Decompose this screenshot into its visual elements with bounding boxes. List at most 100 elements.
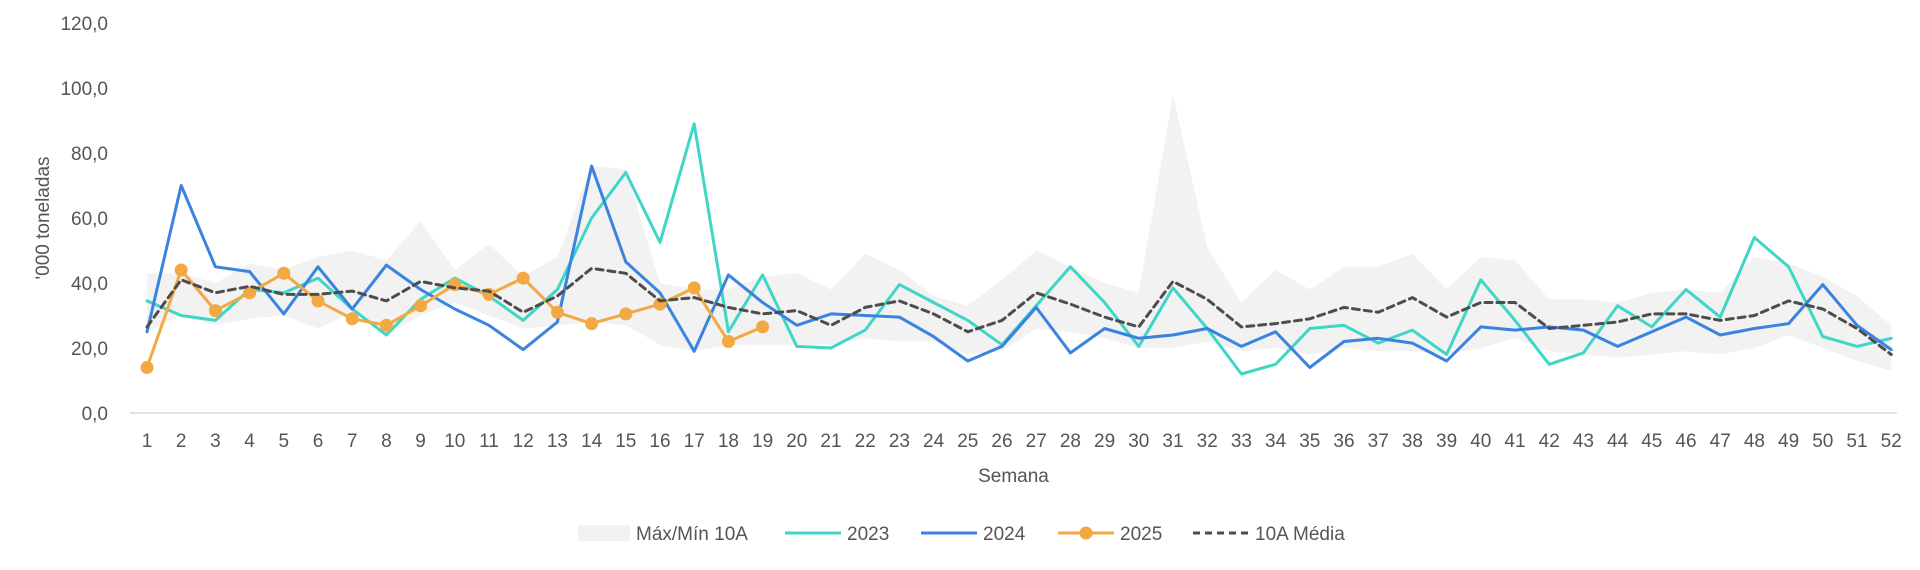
x-tick-label: 15 — [615, 431, 636, 452]
data-point-2025 — [140, 361, 154, 374]
x-tick-label: 19 — [752, 431, 773, 452]
x-tick-label: 37 — [1368, 431, 1389, 452]
x-tick-label: 38 — [1402, 431, 1423, 452]
x-tick-label: 27 — [1026, 431, 1047, 452]
data-point-2025 — [687, 281, 701, 295]
data-point-2025 — [379, 318, 393, 332]
x-tick-label: 29 — [1094, 431, 1115, 452]
data-point-2025 — [174, 263, 188, 277]
x-tick-label: 6 — [313, 431, 324, 452]
max-min-band-area — [147, 94, 1892, 371]
legend-item-max-min: Máx/Mín 10A — [578, 524, 748, 545]
x-tick-label: 32 — [1197, 431, 1218, 452]
legend-swatch-marker — [1079, 526, 1093, 540]
x-tick-label: 2 — [176, 431, 187, 452]
x-tick-label: 20 — [786, 431, 807, 452]
series-line-2024 — [145, 164, 1893, 369]
x-axis-title: Semana — [978, 466, 1049, 487]
data-point-2025 — [414, 299, 428, 313]
series-line-10a-m-dia — [145, 266, 1893, 356]
x-tick-label: 34 — [1265, 431, 1287, 452]
y-tick-labels: 0,0 20,0 40,0 60,0 80,0 100,0 120,0 — [60, 14, 108, 425]
x-tick-label: 23 — [889, 431, 910, 452]
x-tick-label: 41 — [1504, 431, 1525, 452]
series-2025 — [140, 263, 770, 374]
legend-item-2024: 2024 — [921, 524, 1026, 545]
x-tick-label: 12 — [513, 431, 534, 452]
x-tick-label: 31 — [1162, 431, 1183, 452]
x-tick-labels: 1 2 3 4 5 6 7 8 9 10 11 12 13 14 15 16 17 18 19 20 21 22 23 24 2… — [142, 431, 1902, 452]
x-tick-label: 5 — [279, 431, 290, 452]
x-tick-label: 45 — [1641, 431, 1662, 452]
series-layer — [140, 122, 1893, 376]
series-2024 — [145, 164, 1893, 369]
legend-label: 10A Média — [1255, 524, 1345, 545]
x-tick-label: 21 — [820, 431, 841, 452]
data-point-2025 — [208, 304, 222, 318]
x-tick-label: 52 — [1881, 431, 1902, 452]
y-tick-label: 60,0 — [71, 209, 108, 230]
x-tick-label: 42 — [1539, 431, 1560, 452]
x-tick-label: 11 — [479, 431, 499, 452]
legend: Máx/Mín 10A 2023 2024 2025 10A Média — [578, 524, 1345, 545]
x-tick-label: 33 — [1231, 431, 1252, 452]
x-tick-label: 48 — [1744, 431, 1765, 452]
x-tick-label: 13 — [547, 431, 568, 452]
x-tick-label: 43 — [1573, 431, 1594, 452]
y-axis-title: '000 toneladas — [33, 156, 54, 279]
series-10a-m-dia — [145, 266, 1893, 356]
legend-label: 2024 — [983, 524, 1026, 545]
data-point-2025 — [721, 335, 735, 348]
legend-swatch-band — [578, 525, 630, 541]
x-tick-label: 22 — [855, 431, 876, 452]
x-tick-label: 18 — [718, 431, 739, 452]
legend-label: 2025 — [1120, 524, 1162, 545]
x-tick-label: 7 — [347, 431, 358, 452]
data-point-2025 — [311, 294, 325, 308]
band-layer — [147, 94, 1892, 371]
x-tick-label: 10 — [444, 431, 465, 452]
x-tick-label: 16 — [649, 431, 670, 452]
x-tick-label: 46 — [1675, 431, 1696, 452]
x-tick-label: 30 — [1128, 431, 1149, 452]
x-tick-label: 17 — [684, 431, 705, 452]
legend-item-10a-m-dia: 10A Média — [1193, 524, 1345, 545]
x-tick-label: 40 — [1470, 431, 1491, 452]
data-point-2025 — [585, 317, 599, 331]
x-tick-label: 51 — [1846, 431, 1867, 452]
x-tick-label: 44 — [1607, 431, 1629, 452]
x-tick-label: 36 — [1333, 431, 1354, 452]
data-point-2025 — [516, 271, 530, 285]
x-tick-label: 9 — [415, 431, 426, 452]
y-tick-label: 20,0 — [71, 339, 108, 360]
x-tick-label: 8 — [381, 431, 392, 452]
x-tick-label: 28 — [1060, 431, 1081, 452]
y-tick-label: 120,0 — [60, 14, 108, 35]
x-tick-label: 39 — [1436, 431, 1457, 452]
legend-label: 2023 — [847, 524, 889, 545]
x-tick-label: 24 — [923, 431, 945, 452]
x-tick-label: 25 — [957, 431, 978, 452]
data-point-2025 — [550, 305, 564, 319]
legend-item-2023: 2023 — [785, 524, 889, 545]
y-tick-label: 0,0 — [82, 404, 108, 425]
y-tick-label: 40,0 — [71, 274, 108, 295]
x-tick-label: 50 — [1812, 431, 1833, 452]
legend-item-2025: 2025 — [1058, 524, 1162, 545]
data-point-2025 — [756, 320, 770, 334]
x-tick-label: 3 — [210, 431, 221, 452]
x-tick-label: 14 — [581, 431, 603, 452]
data-point-2025 — [277, 266, 291, 280]
data-point-2025 — [243, 286, 257, 300]
data-point-2025 — [619, 307, 633, 321]
legend-label: Máx/Mín 10A — [636, 524, 748, 545]
x-tick-label: 47 — [1710, 431, 1731, 452]
data-point-2025 — [345, 312, 359, 326]
x-tick-label: 35 — [1299, 431, 1320, 452]
x-tick-label: 49 — [1778, 431, 1799, 452]
x-tick-label: 4 — [244, 431, 255, 452]
y-tick-label: 80,0 — [71, 144, 108, 165]
y-tick-label: 100,0 — [60, 79, 108, 100]
